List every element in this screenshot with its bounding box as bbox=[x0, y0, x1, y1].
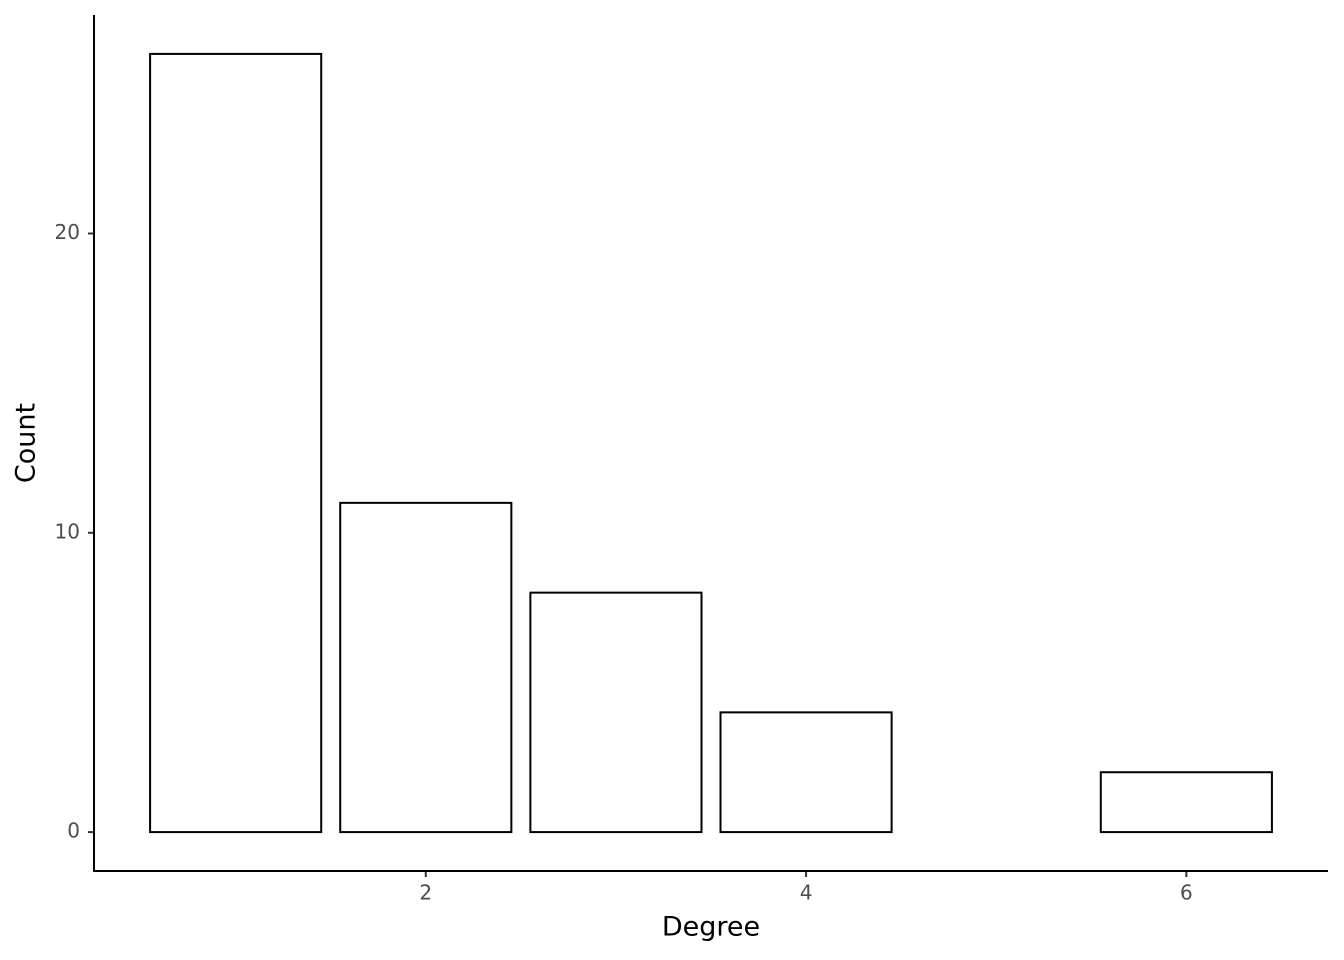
x-tick-label: 4 bbox=[800, 881, 813, 905]
bar bbox=[149, 52, 323, 834]
y-tick-label: 0 bbox=[67, 819, 80, 843]
y-tick-label: 10 bbox=[55, 519, 80, 543]
x-axis-title: Degree bbox=[662, 912, 760, 943]
x-tick-label: 2 bbox=[419, 881, 432, 905]
x-tick-label: 6 bbox=[1180, 881, 1193, 905]
bar bbox=[339, 501, 513, 834]
bar bbox=[1099, 771, 1273, 834]
bar bbox=[719, 711, 893, 834]
y-axis-title: Count bbox=[11, 403, 42, 483]
y-tick-label: 20 bbox=[55, 220, 80, 244]
bar bbox=[529, 591, 703, 834]
